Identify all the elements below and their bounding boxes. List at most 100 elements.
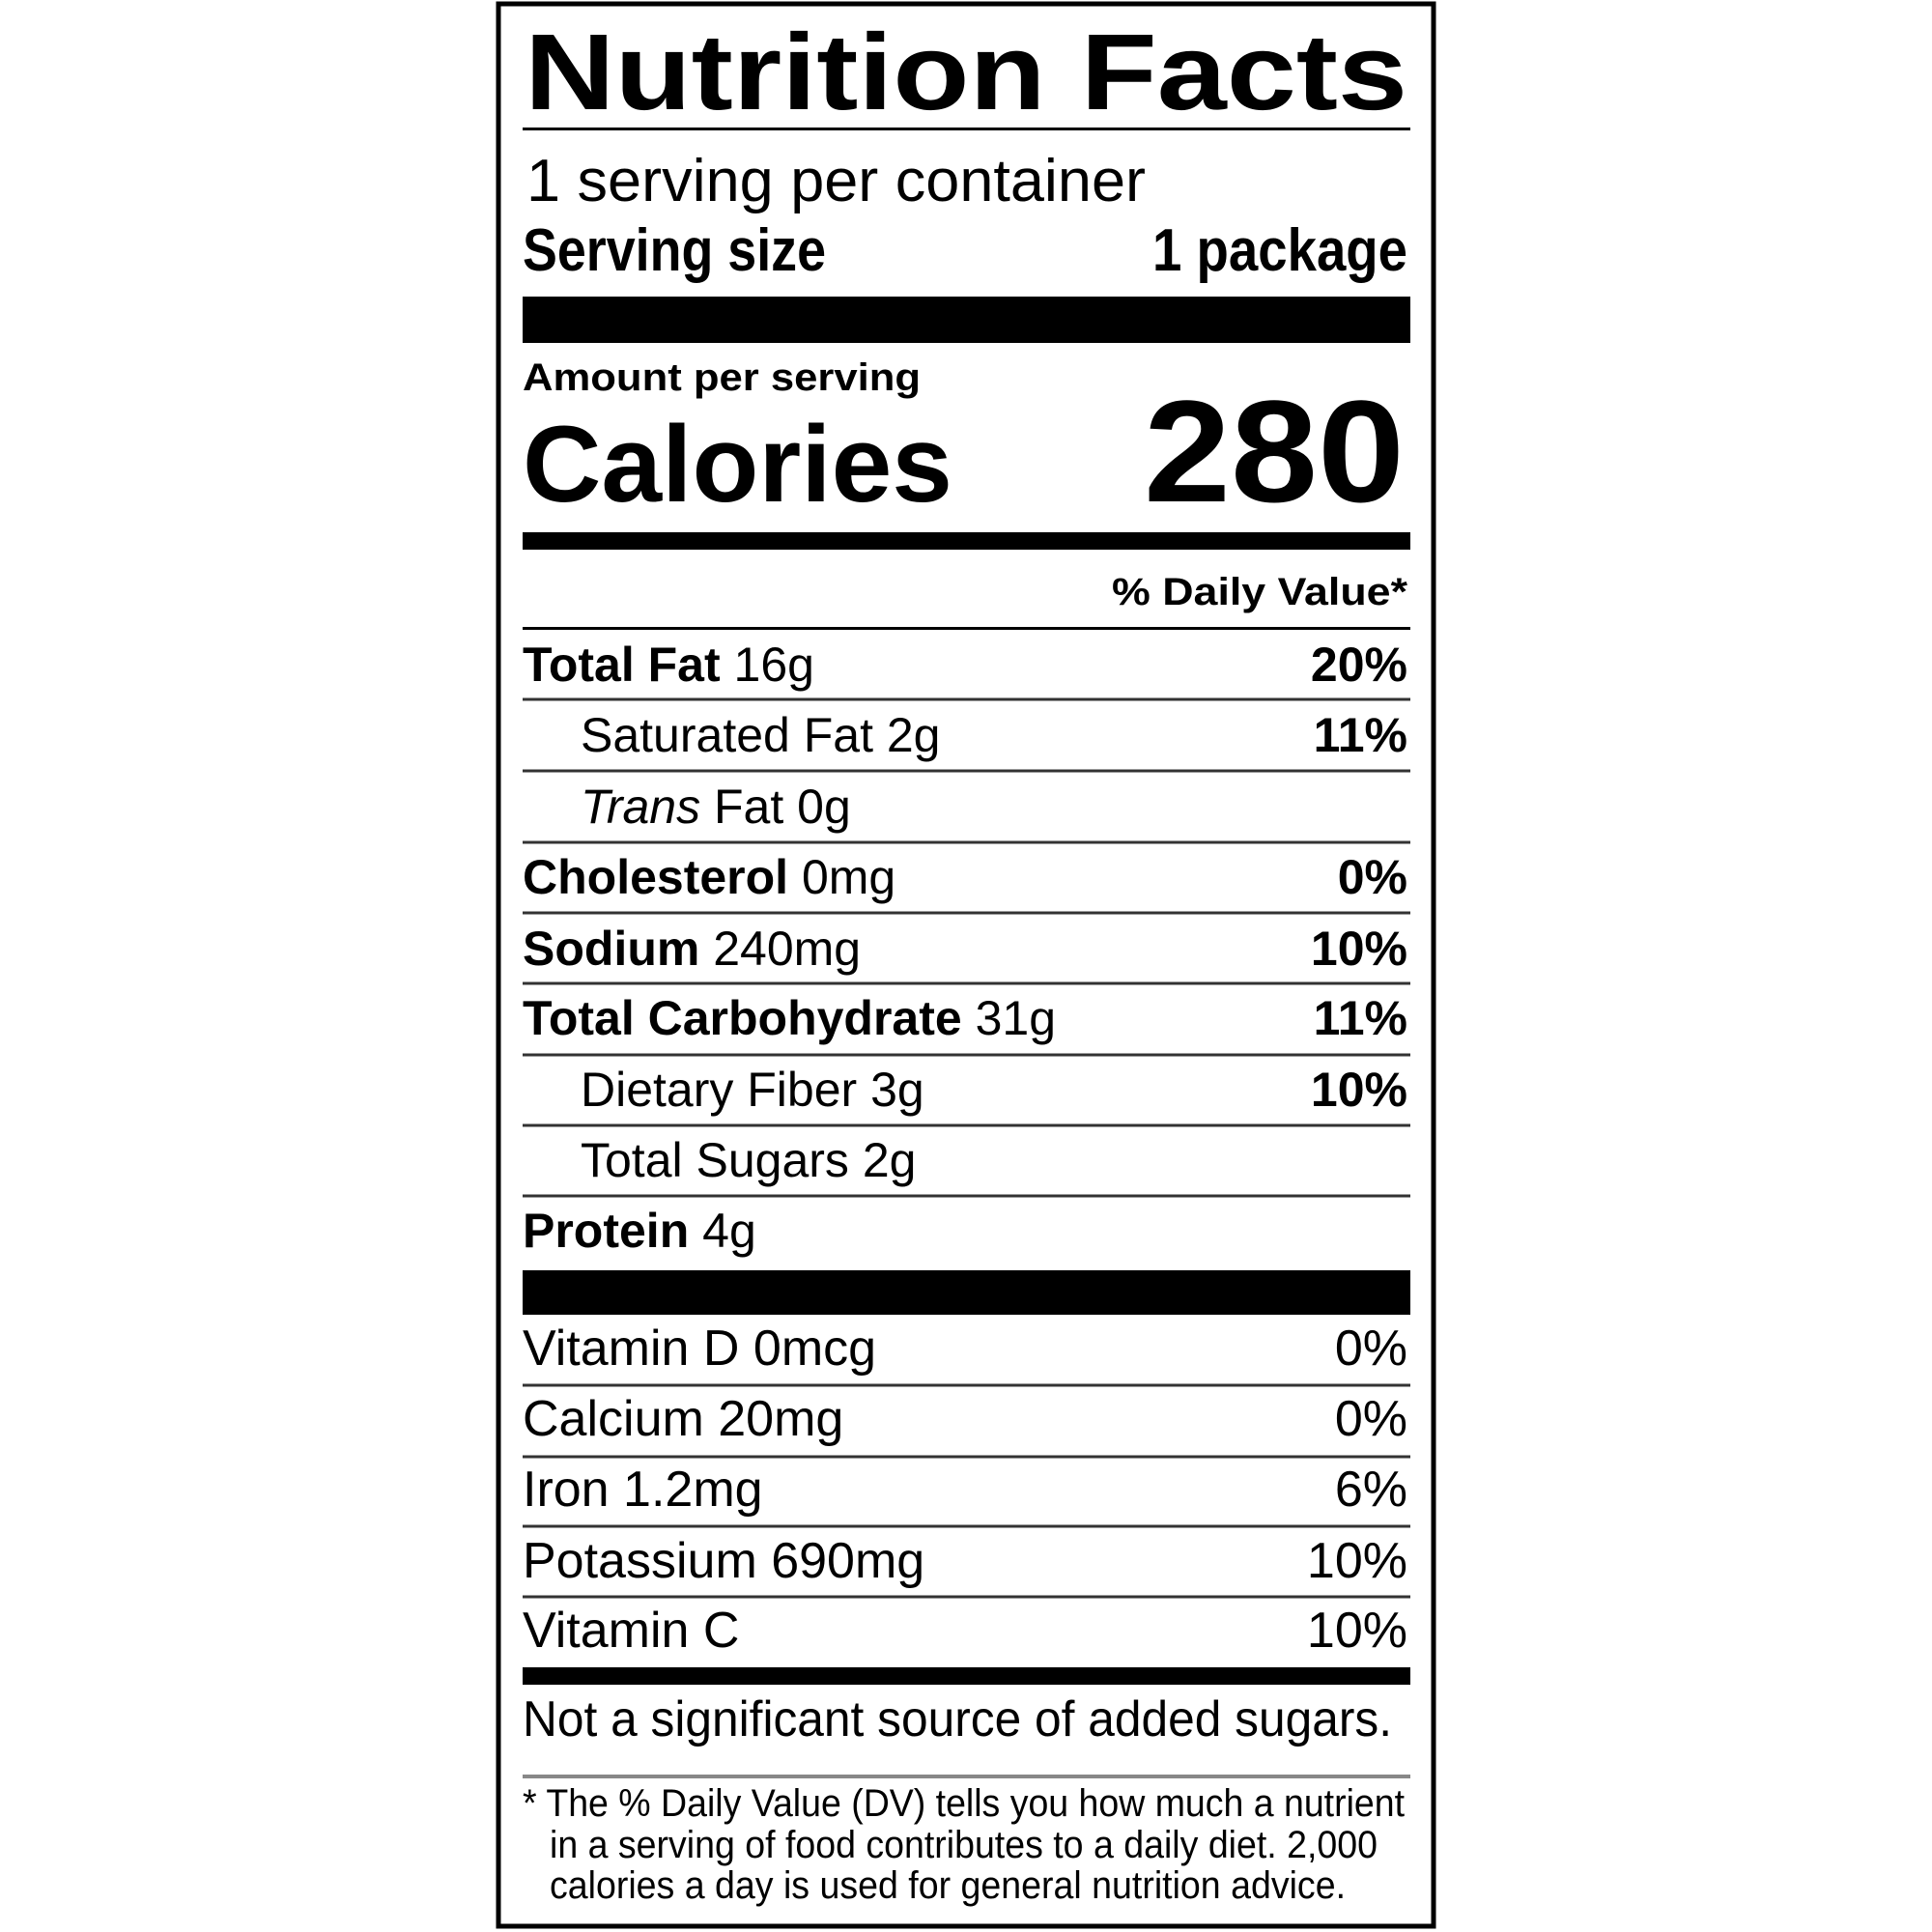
nutrient-daily-value: 11% [1314,991,1407,1045]
nutrient-name: Total Carbohydrate [523,991,962,1045]
divider [523,697,1410,701]
nutrient-name: Saturated Fat [581,708,873,762]
added-sugars-note: Not a significant source of added sugars… [523,1691,1392,1747]
nutrient-label: Cholesterol 0mg [523,850,895,904]
divider [523,1383,1410,1387]
divider [523,1194,1410,1198]
divider [523,1595,1410,1599]
footnote-line: in a serving of food contributes to a da… [550,1824,1378,1866]
vitamin-daily-value: 0% [1335,1391,1407,1447]
vitamin-row: Iron 1.2mg 6% [523,1462,1410,1528]
nutrient-amount: 16g [734,638,814,692]
nutrient-label: Sodium 240mg [523,922,861,976]
divider [523,981,1410,985]
vitamin-daily-value: 0% [1335,1321,1407,1377]
nutrient-daily-value: 20% [1311,638,1407,692]
divider [523,1123,1410,1127]
nutrient-daily-value: 10% [1311,922,1407,976]
nutrient-row: Total Carbohydrate 31g 11% [523,991,1410,1057]
divider [523,1775,1410,1778]
vitamin-label: Vitamin C [523,1603,739,1659]
vitamin-label: Calcium 20mg [523,1391,843,1447]
vitamin-label: Iron 1.2mg [523,1462,763,1518]
divider [523,1455,1410,1459]
nutrient-row: Cholesterol 0mg 0% [523,850,1410,915]
nutrient-row: Saturated Fat 2g 11% [523,708,1410,773]
nutrient-amount: 240mg [713,922,861,976]
vitamin-daily-value: 10% [1307,1603,1407,1659]
space [699,922,713,976]
nutrient-daily-value: 11% [1314,708,1407,762]
nutrient-daily-value: 10% [1311,1063,1407,1117]
vitamin-row: Potassium 690mg 10% [523,1533,1410,1599]
nutrient-row: Total Fat 16g 20% [523,638,1410,701]
space [857,1063,870,1117]
space [873,708,887,762]
nutrient-row: Protein 4g [523,1204,756,1258]
vitamin-row: Vitamin C 10% [523,1603,1407,1659]
nutrient-name: Fat [714,780,783,834]
medium-divider [523,532,1410,550]
nutrient-name: Cholesterol [523,850,788,904]
space [700,780,714,834]
nutrient-prefix: Trans [581,780,700,834]
nutrient-name: Dietary Fiber [581,1063,857,1117]
nutrient-row: Total Sugars 2g [523,1133,1410,1198]
label-border [496,1,1436,1929]
nutrient-name: Total Fat [523,638,721,692]
nutrient-name: Sodium [523,922,699,976]
nutrient-amount: 4g [702,1204,756,1258]
nutrient-label: Protein 4g [523,1204,756,1258]
nutrient-label: Dietary Fiber 3g [581,1063,924,1117]
space [962,991,976,1045]
space [783,780,797,834]
divider [523,769,1410,773]
thick-divider [523,297,1410,343]
amount-per-serving: Amount per serving [523,356,921,399]
thick-divider [523,1270,1410,1315]
nutrient-amount: 0g [797,780,851,834]
nutrient-row: Dietary Fiber 3g 10% [523,1063,1410,1127]
vitamin-label: Vitamin D 0mcg [523,1321,876,1377]
vitamin-daily-value: 10% [1307,1533,1407,1589]
divider [523,1053,1410,1057]
divider [523,1524,1410,1528]
divider [523,627,1410,630]
space [689,1204,702,1258]
space [721,638,734,692]
nutrient-label: Total Sugars 2g [581,1133,916,1187]
footnote-line: calories a day is used for general nutri… [550,1864,1346,1907]
nutrient-amount: 0mg [802,850,895,904]
nutrient-label: Trans Fat 0g [581,780,851,834]
serving-size-label: Serving size [523,217,826,284]
footnote-line: * The % Daily Value (DV) tells you how m… [523,1782,1405,1825]
daily-value-header: % Daily Value* [1112,571,1407,613]
nutrient-daily-value: 0% [1338,850,1407,904]
nutrient-name: Total Sugars [581,1133,849,1187]
serving-size-value: 1 package [1152,217,1407,284]
nutrient-row: Sodium 240mg 10% [523,922,1410,985]
title: Nutrition Facts [525,12,1407,132]
nutrient-row: Trans Fat 0g [523,780,1410,844]
vitamin-row: Vitamin D 0mcg 0% [523,1321,1410,1387]
nutrient-rows: Total Fat 16g 20% Saturated Fat 2g 11% Trans… [523,638,1410,1258]
nutrient-label: Saturated Fat 2g [581,708,941,762]
servings-per-container: 1 serving per container [526,148,1146,214]
nutrient-amount: 2g [863,1133,917,1187]
space [849,1133,863,1187]
calories-label: Calories [523,404,952,525]
vitamin-label: Potassium 690mg [523,1533,924,1589]
nutrient-label: Total Fat 16g [523,638,814,692]
vitamin-row: Calcium 20mg 0% [523,1391,1410,1459]
space [788,850,802,904]
medium-divider [523,1667,1410,1685]
divider [523,128,1410,130]
nutrient-amount: 31g [976,991,1056,1045]
vitamin-rows: Vitamin D 0mcg 0% Calcium 20mg 0% Iron 1.2mg… [523,1321,1410,1659]
nutrient-name: Protein [523,1204,689,1258]
divider [523,911,1410,915]
nutrient-amount: 3g [870,1063,924,1117]
divider [523,840,1410,844]
vitamin-daily-value: 6% [1335,1462,1407,1518]
